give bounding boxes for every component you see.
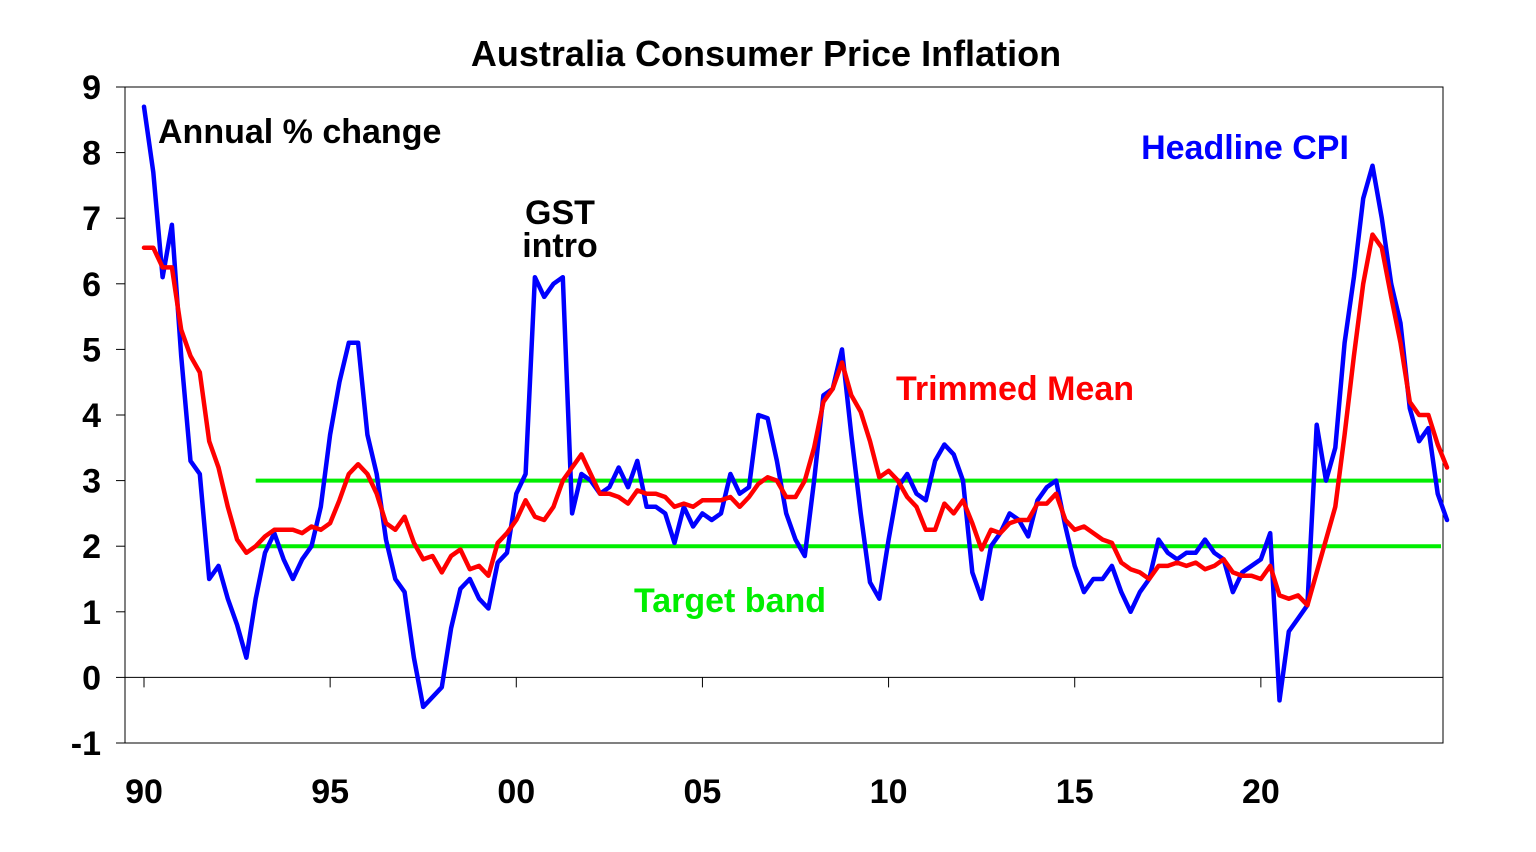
y-tick-label: 6 bbox=[82, 266, 101, 304]
x-tick-label: 05 bbox=[684, 773, 722, 811]
annotation-target: Target band bbox=[634, 582, 826, 620]
trimmed-mean-line bbox=[141, 232, 1450, 608]
y-tick-label: 2 bbox=[82, 528, 101, 566]
headline-cpi-line bbox=[141, 104, 1450, 710]
y-tick-label: -1 bbox=[71, 725, 101, 763]
annotation-gst: GST bbox=[525, 194, 595, 232]
plot-frame bbox=[124, 86, 1444, 744]
y-tick-label: 4 bbox=[82, 397, 101, 435]
y-tick-label: 0 bbox=[82, 659, 101, 697]
y-tick-label: 7 bbox=[82, 200, 101, 238]
annotation-gst: intro bbox=[522, 227, 598, 265]
x-tick-label: 90 bbox=[125, 773, 163, 811]
y-tick-label: 1 bbox=[82, 594, 101, 632]
annotation-trimmed: Trimmed Mean bbox=[896, 370, 1134, 408]
chart-title: Australia Consumer Price Inflation bbox=[471, 33, 1061, 74]
annotation-headline: Headline CPI bbox=[1141, 129, 1349, 167]
y-tick-label: 9 bbox=[82, 69, 101, 107]
x-tick-label: 20 bbox=[1242, 773, 1280, 811]
x-tick-label: 10 bbox=[870, 773, 908, 811]
y-tick-label: 5 bbox=[82, 331, 101, 369]
x-tick-label: 15 bbox=[1056, 773, 1094, 811]
y-tick-label: 3 bbox=[82, 463, 101, 501]
chart-subtitle: Annual % change bbox=[158, 113, 441, 151]
x-tick-label: 95 bbox=[311, 773, 349, 811]
y-tick-label: 8 bbox=[82, 135, 101, 173]
x-tick-label: 00 bbox=[497, 773, 535, 811]
